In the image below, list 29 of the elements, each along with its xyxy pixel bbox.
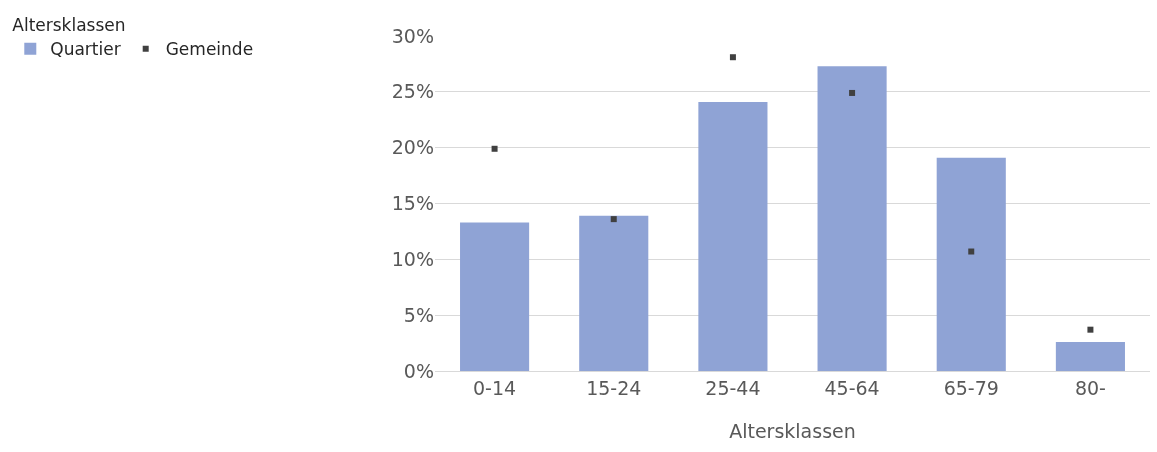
bar [579, 215, 649, 371]
y-tick-label: 10% [391, 247, 434, 270]
point [968, 248, 975, 255]
legend-label: Quartier [50, 39, 121, 60]
y-tick-label: 15% [391, 192, 434, 215]
bar [936, 157, 1006, 371]
x-tick-label: 15-24 [586, 376, 642, 399]
point [610, 216, 617, 223]
x-tick-label: 45-64 [824, 376, 880, 399]
x-tick-label: 25-44 [705, 376, 761, 399]
point [729, 54, 736, 61]
bar [1055, 341, 1125, 371]
x-tick-label: 65-79 [943, 376, 999, 399]
y-tick-label: 25% [391, 80, 434, 103]
x-tick-label: 0-14 [473, 376, 517, 399]
bar [698, 101, 768, 371]
y-tick-label: 30% [391, 24, 434, 47]
point [1087, 326, 1094, 333]
y-tick-label: 0% [403, 359, 434, 382]
bar [460, 222, 530, 371]
legend-label: Gemeinde [165, 39, 254, 60]
bar [817, 66, 887, 371]
y-tick-label: 5% [403, 303, 434, 326]
point [491, 145, 498, 152]
x-tick-label: 80- [1074, 376, 1106, 399]
x-axis-title: Altersklassen [729, 420, 856, 442]
point [849, 89, 856, 96]
y-tick-label: 20% [391, 136, 434, 159]
legend-title: Altersklassen [12, 15, 126, 36]
